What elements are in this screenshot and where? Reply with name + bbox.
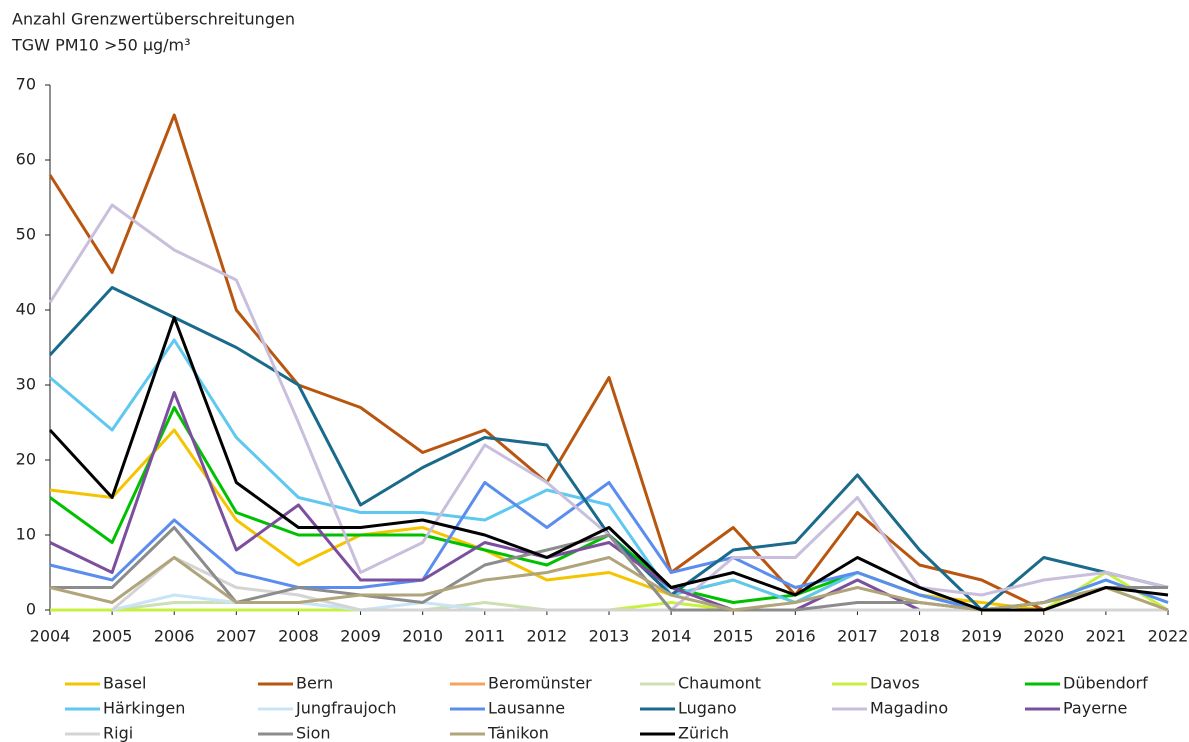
- series-line: [48, 113, 1168, 612]
- legend-label: Härkingen: [103, 699, 185, 718]
- x-tick-label: 2007: [216, 627, 257, 646]
- y-tick-label: 50: [16, 225, 36, 244]
- x-tick-label: 2016: [775, 627, 816, 646]
- x-tick-label: 2014: [651, 627, 692, 646]
- y-tick-label: 70: [16, 75, 36, 94]
- x-tick-label: 2009: [340, 627, 381, 646]
- x-tick-label: 2015: [713, 627, 754, 646]
- legend-label: Jungfraujoch: [295, 699, 396, 718]
- legend-label: Payerne: [1063, 699, 1127, 718]
- legend-label: Dübendorf: [1063, 674, 1148, 693]
- legend-label: Beromünster: [488, 674, 592, 693]
- x-tick-label: 2019: [961, 627, 1002, 646]
- legend-label: Sion: [296, 724, 331, 742]
- series-line: [49, 428, 1169, 612]
- legend-label: Lausanne: [488, 699, 565, 718]
- legend-label: Basel: [103, 674, 146, 693]
- y-tick-label: 40: [16, 300, 36, 319]
- x-tick-label: 2022: [1148, 627, 1189, 646]
- legend-label: Bern: [296, 674, 333, 693]
- x-tick-label: 2017: [837, 627, 878, 646]
- x-tick-label: 2005: [92, 627, 133, 646]
- x-tick-label: 2012: [527, 627, 568, 646]
- y-tick-label: 10: [16, 525, 36, 544]
- y-tick-label: 20: [16, 450, 36, 469]
- chart-title: Anzahl Grenzwertüberschreitungen: [12, 10, 295, 29]
- series-line: [48, 286, 1169, 612]
- x-tick-label: 2013: [589, 627, 630, 646]
- x-tick-label: 2020: [1023, 627, 1064, 646]
- series-line: [49, 391, 921, 612]
- series-line: [50, 526, 1168, 612]
- legend-label: Zürich: [678, 724, 729, 742]
- legend-label: Lugano: [678, 699, 737, 718]
- x-tick-label: 2010: [402, 627, 443, 646]
- series-line: [48, 316, 1169, 612]
- legend-label: Rigi: [103, 724, 133, 742]
- x-tick-label: 2021: [1086, 627, 1127, 646]
- x-tick-label: 2018: [899, 627, 940, 646]
- x-tick-label: 2006: [154, 627, 195, 646]
- legend-label: Tänikon: [487, 724, 549, 742]
- x-tick-label: 2004: [30, 627, 71, 646]
- legend-label: Davos: [870, 674, 920, 693]
- x-tick-label: 2011: [464, 627, 505, 646]
- y-tick-label: 30: [16, 375, 36, 394]
- chart-subtitle: TGW PM10 >50 µg/m³: [11, 36, 191, 55]
- y-tick-label: 60: [16, 150, 36, 169]
- x-tick-label: 2008: [278, 627, 319, 646]
- y-tick-label: 0: [26, 600, 36, 619]
- legend-label: Chaumont: [678, 674, 761, 693]
- legend-label: Magadino: [870, 699, 948, 718]
